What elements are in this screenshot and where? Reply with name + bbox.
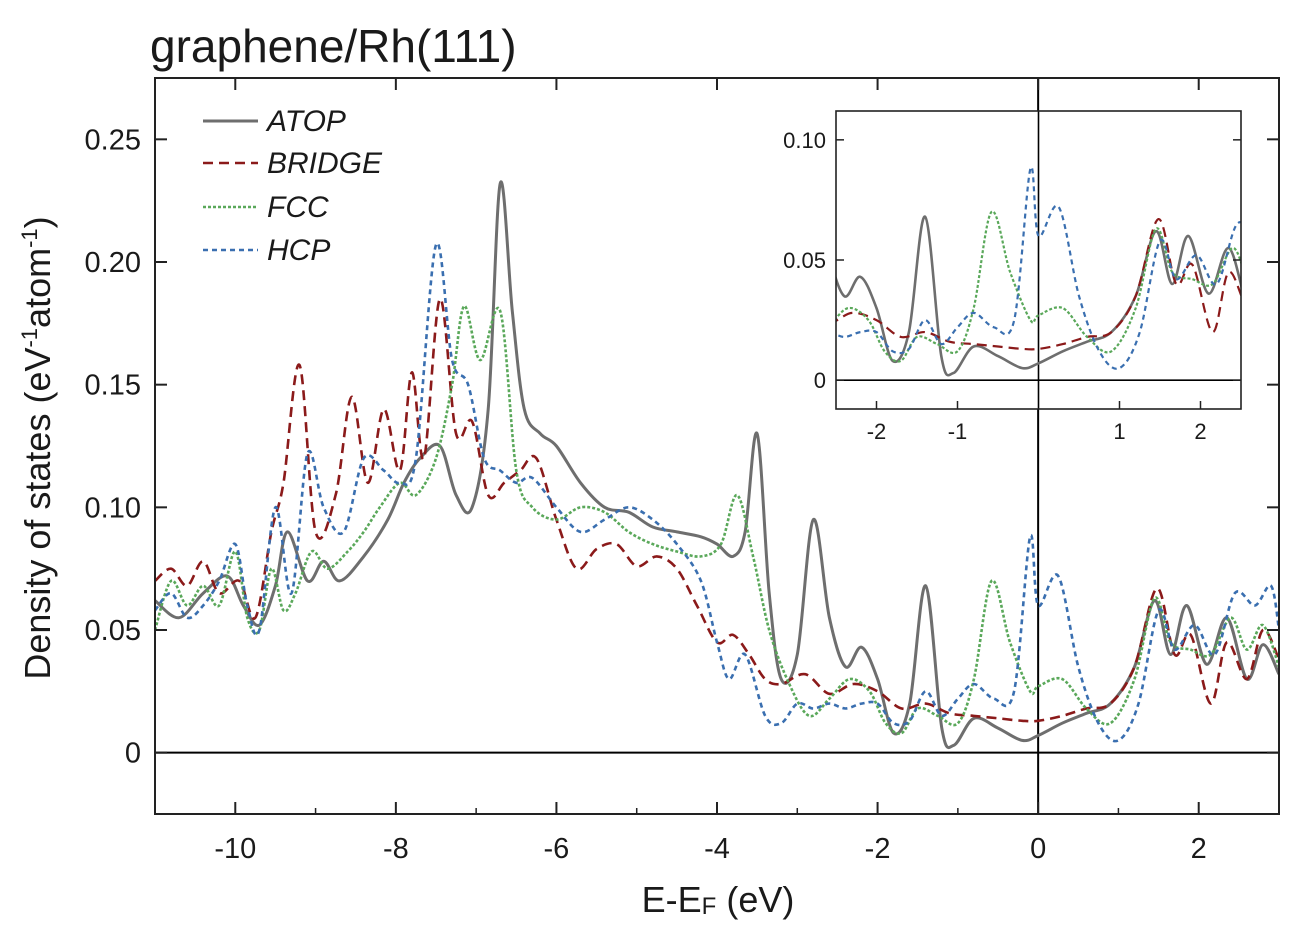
x-tick-label: 0 <box>1030 833 1046 865</box>
legend-label-hcp: HCP <box>267 234 330 267</box>
y-tick-label: 0.25 <box>85 124 141 156</box>
series-line-fcc <box>155 304 1279 735</box>
x-tick-label: -2 <box>865 833 891 865</box>
y-tick-label: 0 <box>125 738 141 770</box>
y-tick-label: 0.05 <box>85 615 141 647</box>
inset-y-tick-label: 0.10 <box>783 128 826 153</box>
inset-series-line-hcp <box>836 165 1241 370</box>
x-axis-label: E-EF (eV) <box>642 879 795 920</box>
y-tick-label: 0.15 <box>85 370 141 402</box>
series-line-hcp <box>155 241 1279 743</box>
y-tick-label: 0.20 <box>85 247 141 279</box>
inset-x-tick-label: -1 <box>948 419 968 444</box>
inset-x-tick-label: 2 <box>1194 419 1206 444</box>
legend: ATOP BRIDGE FCC HCP <box>203 105 383 267</box>
inset-y-tick-label: 0.05 <box>783 248 826 273</box>
chart-title: graphene/Rh(111) <box>150 20 517 72</box>
legend-label-bridge: BRIDGE <box>267 147 383 180</box>
series-line-atop <box>155 180 1279 750</box>
legend-label-fcc: FCC <box>267 191 329 224</box>
x-tick-label: -10 <box>214 833 256 865</box>
inset-x-tick-label: -2 <box>867 419 887 444</box>
x-tick-label: 2 <box>1191 833 1207 865</box>
y-axis-label: Density of states (eV-1atom-1) <box>17 216 58 679</box>
main-plot-area: -10 -8 -6 -4 -2 0 200.050.100.150.200.25 <box>85 77 1280 865</box>
x-tick-label: -8 <box>383 833 409 865</box>
inset-plot: -2 -1 1 2 0 0.05 0.10 <box>783 110 1242 444</box>
x-tick-label: -6 <box>544 833 570 865</box>
inset-series-line-atop <box>836 215 1241 377</box>
x-tick-label: -4 <box>704 833 730 865</box>
legend-label-atop: ATOP <box>265 105 346 138</box>
y-tick-label: 0.10 <box>85 492 141 524</box>
inset-y-tick-label: 0 <box>814 368 826 393</box>
inset-x-tick-label: 1 <box>1113 419 1125 444</box>
